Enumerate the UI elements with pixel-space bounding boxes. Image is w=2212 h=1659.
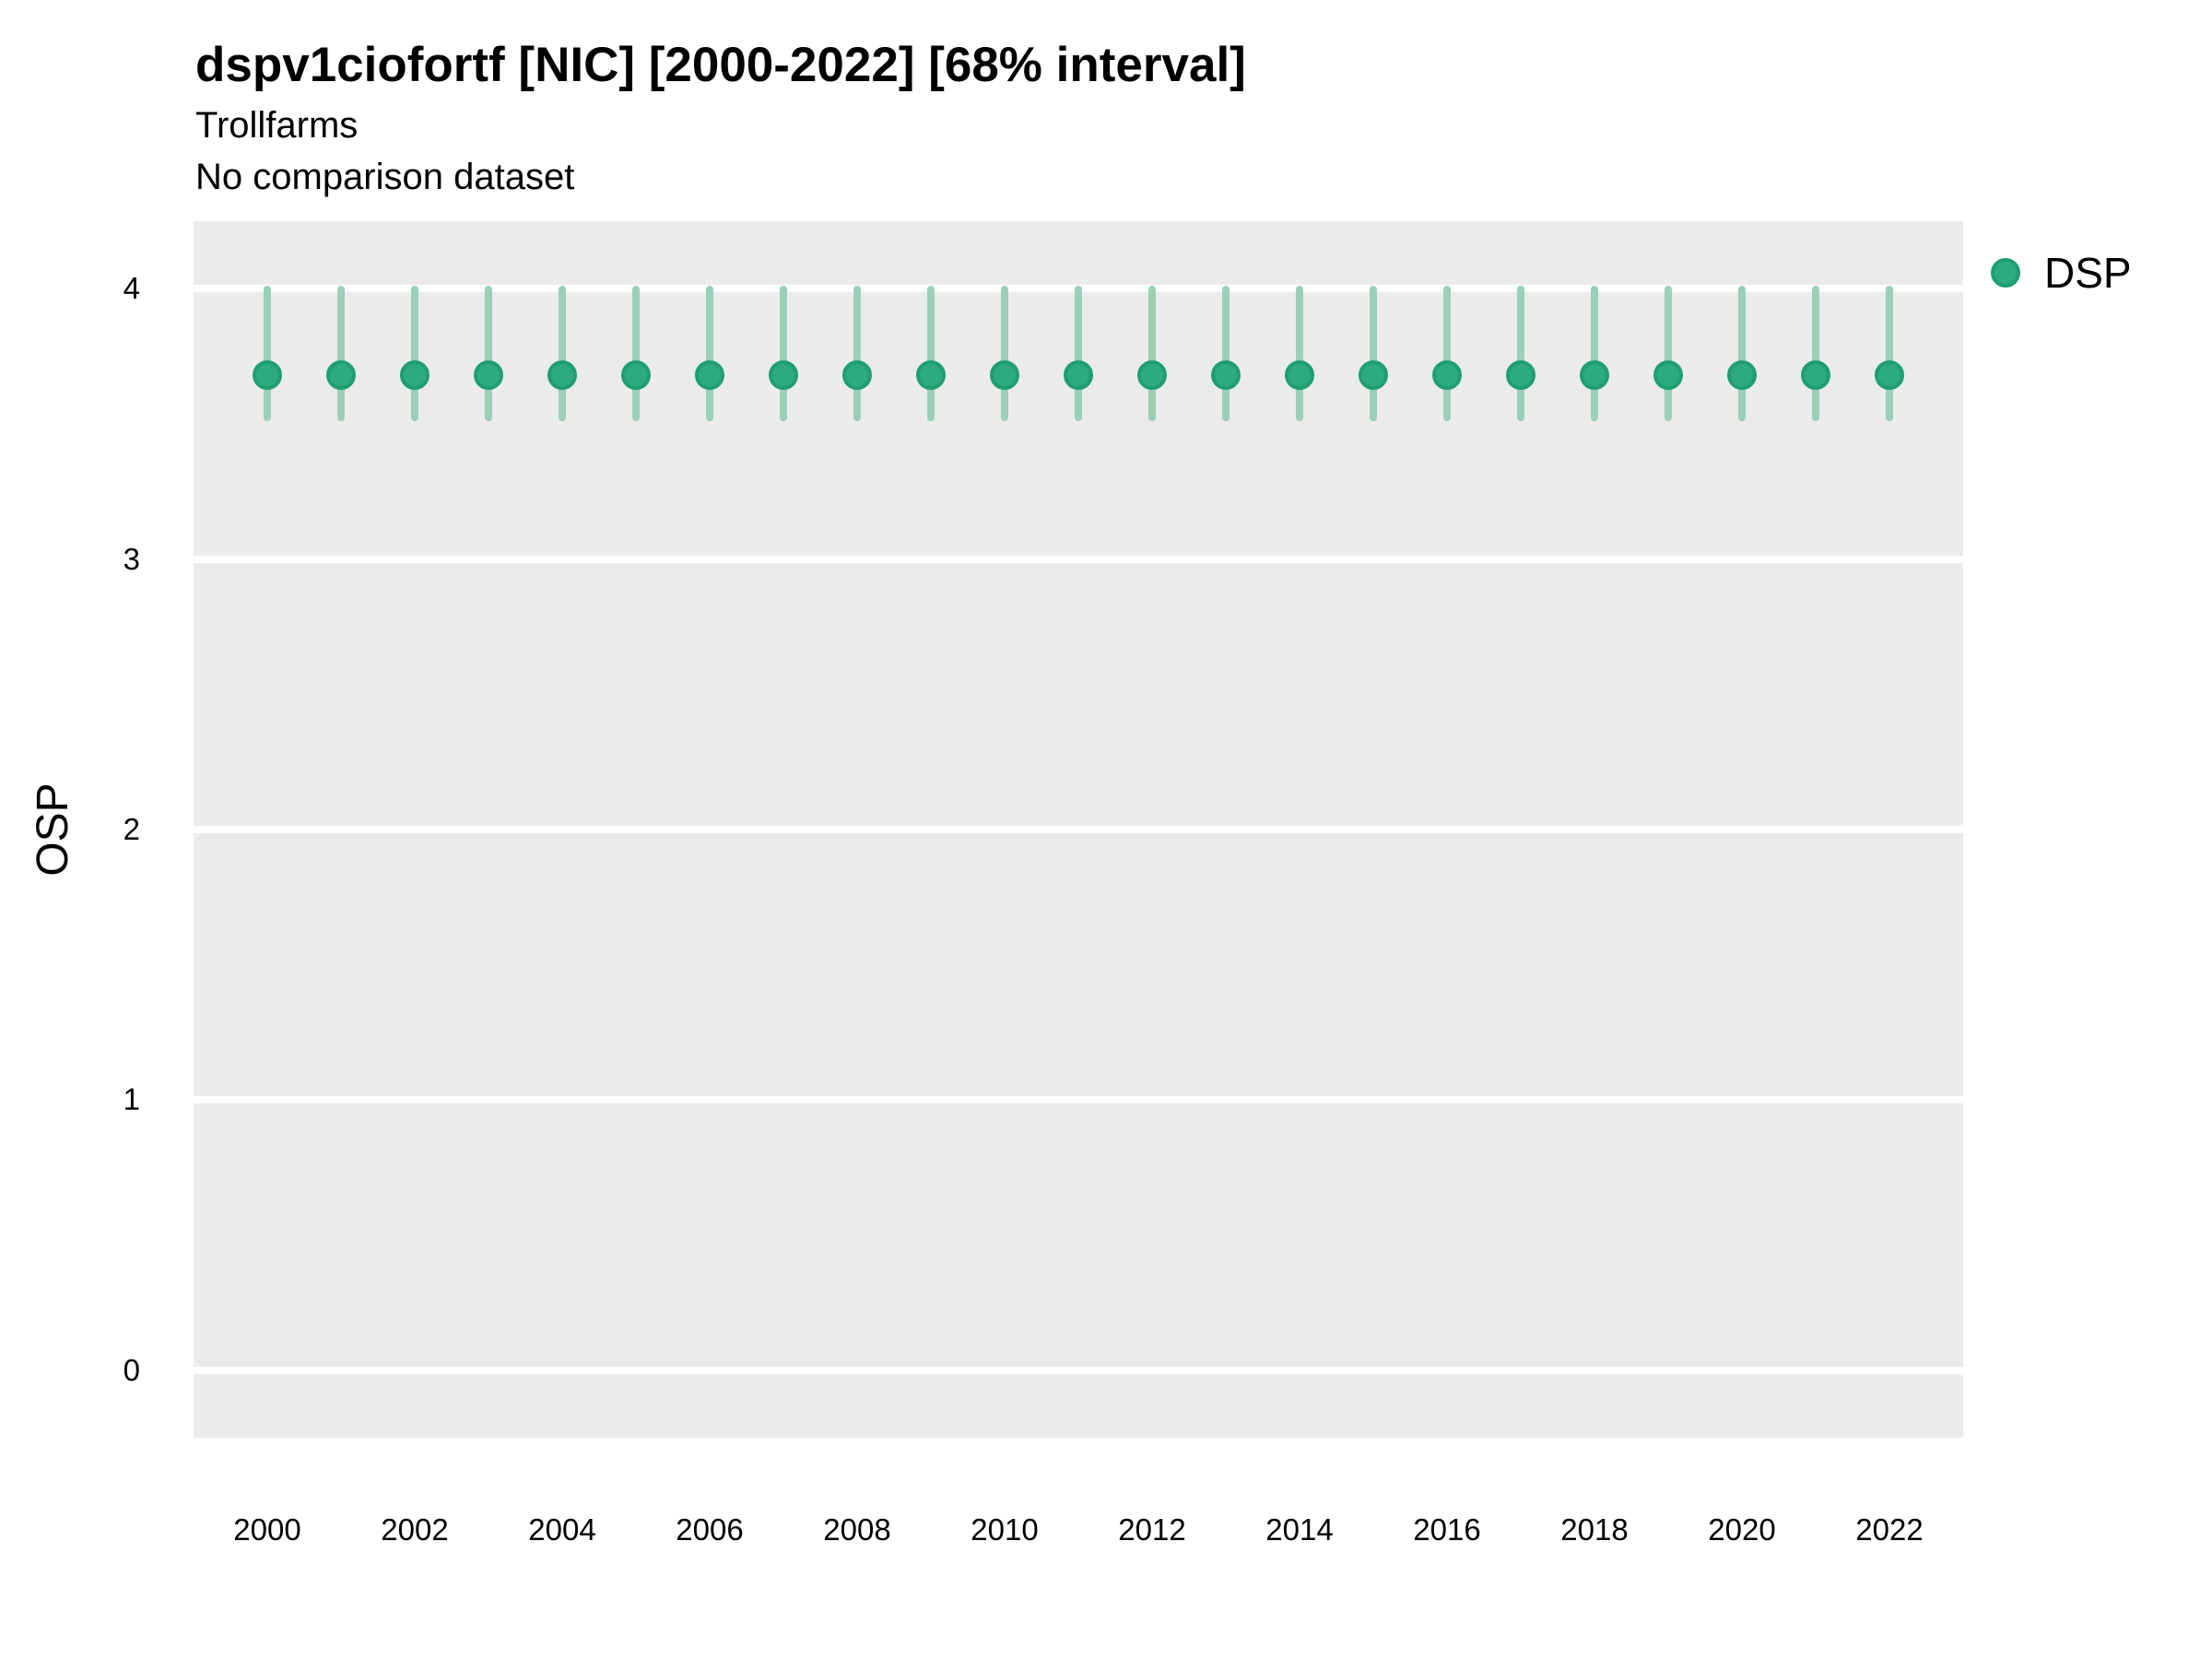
point-estimate-2013: [1211, 360, 1241, 391]
interval-bar-2017: [1517, 286, 1524, 422]
interval-bar-2004: [559, 286, 566, 422]
x-tick-label-2022: 2022: [1855, 1512, 1924, 1547]
y-tick-label-4: 4: [123, 271, 140, 306]
interval-bar-2009: [927, 286, 935, 422]
point-estimate-2009: [916, 360, 946, 391]
interval-bar-2006: [706, 286, 713, 422]
point-estimate-2003: [474, 360, 503, 391]
point-estimate-2012: [1137, 360, 1167, 391]
point-estimate-2014: [1285, 360, 1314, 391]
interval-bar-2018: [1591, 286, 1598, 422]
interval-bar-2021: [1812, 286, 1819, 422]
chart-title: dspv1ciofortf [NIC] [2000-2022] [68% int…: [195, 38, 1246, 92]
legend-point-icon: [1991, 258, 2020, 288]
point-estimate-2019: [1653, 360, 1683, 391]
interval-bar-2000: [264, 286, 271, 422]
point-estimate-2017: [1506, 360, 1535, 391]
point-estimate-2002: [400, 360, 429, 391]
y-tick-label-3: 3: [123, 541, 140, 576]
chart-subtitle: Trollfarms: [195, 105, 359, 146]
interval-bar-2002: [411, 286, 418, 422]
interval-bar-2019: [1665, 286, 1672, 422]
point-estimate-2005: [621, 360, 651, 391]
interval-bar-2022: [1886, 286, 1893, 422]
point-estimate-2020: [1727, 360, 1757, 391]
x-tick-label-2018: 2018: [1560, 1512, 1629, 1547]
x-tick-label-2010: 2010: [971, 1512, 1039, 1547]
interval-bar-2012: [1148, 286, 1156, 422]
x-tick-label-2000: 2000: [233, 1512, 301, 1547]
point-estimate-2006: [695, 360, 724, 391]
grid-line-y-2: [194, 826, 1963, 833]
interval-bar-2016: [1443, 286, 1451, 422]
point-estimate-2016: [1432, 360, 1462, 391]
y-tick-label-0: 0: [123, 1352, 140, 1387]
interval-bar-2015: [1370, 286, 1377, 422]
point-estimate-2011: [1064, 360, 1093, 391]
x-tick-label-2002: 2002: [381, 1512, 449, 1547]
interval-bar-2014: [1296, 286, 1303, 422]
legend: DSP: [1991, 249, 2132, 297]
chart-subtitle-secondary: No comparison dataset: [195, 157, 575, 197]
point-estimate-2018: [1580, 360, 1609, 391]
point-estimate-2022: [1875, 360, 1904, 391]
legend-label: DSP: [2044, 249, 2132, 297]
x-tick-label-2016: 2016: [1413, 1512, 1481, 1547]
grid-line-y-0: [194, 1366, 1963, 1374]
point-estimate-2007: [769, 360, 798, 391]
interval-bar-2001: [337, 286, 345, 422]
interval-bar-2003: [485, 286, 492, 422]
point-estimate-2004: [547, 360, 577, 391]
x-tick-label-2012: 2012: [1118, 1512, 1186, 1547]
x-tick-label-2014: 2014: [1265, 1512, 1334, 1547]
interval-bar-2008: [853, 286, 861, 422]
grid-line-y-3: [194, 555, 1963, 563]
point-estimate-2015: [1359, 360, 1388, 391]
x-tick-label-2006: 2006: [676, 1512, 744, 1547]
interval-bar-2010: [1001, 286, 1008, 422]
interval-bar-2013: [1222, 286, 1230, 422]
point-estimate-2001: [326, 360, 356, 391]
plot-panel: [194, 221, 1963, 1438]
interval-bar-2005: [632, 286, 640, 422]
y-tick-label-1: 1: [123, 1082, 140, 1117]
x-tick-label-2020: 2020: [1708, 1512, 1776, 1547]
point-estimate-2010: [990, 360, 1019, 391]
interval-bar-2007: [780, 286, 787, 422]
point-estimate-2008: [842, 360, 872, 391]
x-tick-label-2004: 2004: [528, 1512, 596, 1547]
point-estimate-2021: [1801, 360, 1830, 391]
y-tick-label-2: 2: [123, 812, 140, 846]
grid-line-y-1: [194, 1096, 1963, 1104]
x-tick-label-2008: 2008: [823, 1512, 891, 1547]
interval-bar-2011: [1075, 286, 1082, 422]
point-estimate-2000: [253, 360, 282, 391]
interval-bar-2020: [1738, 286, 1746, 422]
